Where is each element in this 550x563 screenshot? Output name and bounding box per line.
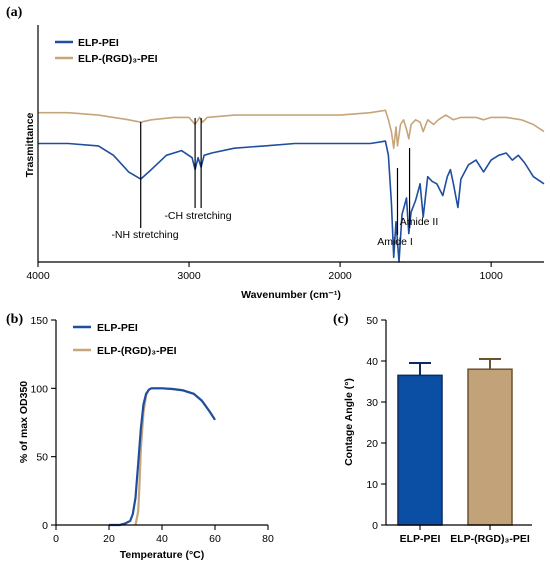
panel-a-annotation-label: Amide II xyxy=(400,216,439,228)
panel-c-y-tick-label: 0 xyxy=(372,520,378,532)
panel-c-bar-0 xyxy=(397,374,443,526)
panel-a-x-ticks: 4000 3000 2000 1000 xyxy=(26,262,503,282)
panel-b-y-tick-label: 100 xyxy=(30,383,48,395)
panel-b-y-tick-label: 150 xyxy=(30,315,48,327)
panel-a-x-tick-label: 1000 xyxy=(479,270,503,282)
panel-b-ylabel: % of max OD350 xyxy=(18,381,30,463)
panel-a-x-tick-label: 4000 xyxy=(26,270,50,282)
panel-b-x-tick-label: 20 xyxy=(103,533,115,545)
panel-a-annotation-label: -NH stretching xyxy=(111,229,178,241)
panel-c: (c) ELP-PEI ELP-(RGD)₃-PEI 0 10 20 30 40 50 Co… xyxy=(333,312,532,545)
panel-b-x-tick-label: 40 xyxy=(156,533,168,545)
panel-b-legend: ELP-PEI ELP-(RGD)₃-PEI xyxy=(73,322,177,357)
panel-b-legend-label-1: ELP-(RGD)₃-PEI xyxy=(97,345,177,357)
panel-a-x-tick-label: 3000 xyxy=(177,270,201,282)
panel-a-x-tick-label: 2000 xyxy=(328,270,352,282)
panel-a-series xyxy=(38,109,545,263)
panel-c-y-tick-label: 50 xyxy=(366,315,378,327)
panel-a-legend-label-0: ELP-PEI xyxy=(78,37,119,49)
panel-b-series xyxy=(109,387,216,527)
panel-b-label: (b) xyxy=(6,312,23,327)
panel-b-x-tick-label: 80 xyxy=(262,533,274,545)
panel-c-bars: ELP-PEI ELP-(RGD)₃-PEI xyxy=(397,357,530,545)
panel-a-annotation-label: -CH stretching xyxy=(164,210,231,222)
panel-b-y-tick-label: 50 xyxy=(36,452,48,464)
panel-c-ylabel: Contage Angle (°) xyxy=(343,378,355,466)
panel-a: (a) 4000 3000 2000 1000 Wavenumber (cm⁻¹) T… xyxy=(6,5,545,301)
panel-a-legend: ELP-PEI ELP-(RGD)₃-PEI xyxy=(55,37,158,65)
panel-b-x-tick-label: 60 xyxy=(209,533,221,545)
panel-c-y-tick-label: 20 xyxy=(366,438,378,450)
panel-b-xlabel: Temperature (°C) xyxy=(120,549,205,561)
panel-b-series-line-0 xyxy=(109,387,216,527)
panel-a-annotations: -NH stretching -CH stretching Amide I Amide… xyxy=(111,118,438,248)
panel-c-label: (c) xyxy=(333,312,349,327)
panel-a-legend-label-1: ELP-(RGD)₃-PEI xyxy=(78,53,158,65)
panel-a-series-line-1 xyxy=(38,109,545,149)
panel-a-label: (a) xyxy=(6,5,23,20)
panel-b-series-line-1 xyxy=(134,387,216,526)
panel-c-y-tick-label: 10 xyxy=(366,479,378,491)
panel-c-category-label: ELP-PEI xyxy=(400,533,441,545)
panel-a-xlabel: Wavenumber (cm⁻¹) xyxy=(241,289,341,301)
panel-c-y-tick-label: 40 xyxy=(366,356,378,368)
panel-c-bar-1 xyxy=(467,368,513,526)
panel-b-y-tick-label: 0 xyxy=(42,520,48,532)
panel-a-ylabel: Trasmittance xyxy=(24,112,36,177)
panel-b-x-tick-label: 0 xyxy=(53,533,59,545)
panel-c-y-tick-label: 30 xyxy=(366,397,378,409)
panel-c-category-label: ELP-(RGD)₃-PEI xyxy=(450,533,530,545)
panel-a-annotation-label: Amide I xyxy=(377,236,413,248)
panel-b-legend-label-0: ELP-PEI xyxy=(97,322,138,334)
panel-a-series-line-0 xyxy=(38,140,545,263)
panel-c-ticks: 0 10 20 30 40 50 xyxy=(366,315,386,532)
panel-b-ticks: 0 20 40 60 80 0 50 100 150 xyxy=(30,315,274,545)
